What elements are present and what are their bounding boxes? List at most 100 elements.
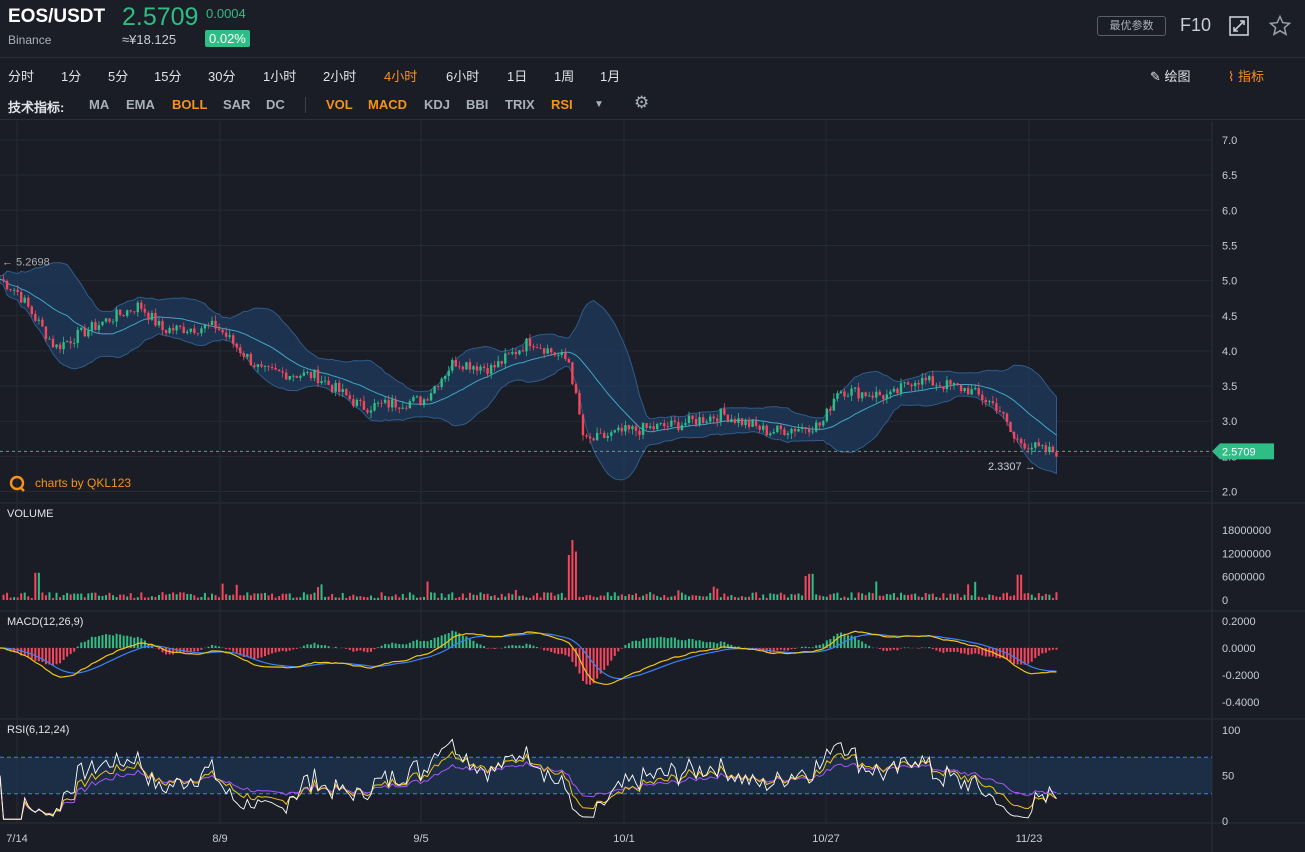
macd-histogram-bar (702, 641, 705, 648)
macd-histogram-bar (362, 648, 365, 652)
optimal-params-button[interactable]: 最优参数 (1097, 16, 1166, 36)
macd-histogram-bar (507, 645, 510, 648)
volume-bar (55, 592, 58, 600)
indicator-ema[interactable]: EMA (126, 97, 155, 112)
volume-bar (242, 595, 245, 600)
volume-bar (41, 592, 44, 600)
volume-bar (394, 594, 397, 600)
candle-body (334, 382, 337, 392)
timeframe-6[interactable]: 1小时 (263, 69, 297, 84)
candle-body (638, 430, 641, 435)
macd-histogram-bar (613, 648, 616, 656)
macd-histogram-bar (663, 637, 666, 648)
indicator-boll[interactable]: BOLL (172, 97, 208, 112)
candle-body (366, 409, 369, 413)
volume-bar (317, 587, 319, 600)
macd-histogram-bar (550, 648, 553, 652)
macd-histogram-bar (656, 637, 659, 648)
timeframe-12[interactable]: 1月 (600, 69, 621, 84)
volume-bar (596, 597, 599, 600)
macd-histogram-bar (733, 646, 736, 648)
change-percent-badge: 0.02% (205, 30, 250, 47)
x-tick-label: 10/27 (812, 833, 840, 845)
timeframe-10[interactable]: 1日 (507, 69, 528, 84)
indicator-macd[interactable]: MACD (368, 97, 407, 112)
macd-histogram-bar (977, 648, 980, 655)
volume-bar (762, 594, 765, 600)
volume-bar (765, 597, 768, 600)
macd-histogram-bar (80, 642, 83, 648)
candle-body (945, 380, 949, 390)
candle-body (659, 423, 662, 425)
volume-bar (196, 597, 199, 600)
indicator-trix[interactable]: TRIX (505, 97, 535, 112)
candle-body (949, 380, 952, 385)
volume-bar (536, 593, 539, 600)
volume-bar (518, 595, 521, 600)
candle-body (712, 416, 715, 419)
volume-bar (373, 598, 376, 600)
volume-bar (956, 593, 959, 600)
timeframe-3[interactable]: 5分 (108, 69, 129, 84)
volume-bar (1051, 597, 1054, 600)
star-icon[interactable] (1268, 14, 1292, 38)
volume-bars (2, 539, 1058, 600)
f10-button[interactable]: F10 (1180, 15, 1212, 35)
candle-body (670, 420, 673, 427)
indicator-kdj[interactable]: KDJ (424, 97, 451, 112)
candle-body (800, 427, 804, 430)
candle-body (740, 418, 744, 426)
timeframe-1[interactable]: 分时 (8, 69, 35, 84)
indicators-button[interactable]: ⌇ 指标 (1228, 66, 1264, 85)
timeframe-4[interactable]: 15分 (154, 69, 182, 84)
more-dropdown-icon[interactable]: ▼ (594, 99, 604, 110)
indicator-vol[interactable]: VOL (326, 97, 353, 112)
timeframe-11[interactable]: 1周 (554, 69, 575, 84)
candle-body (1002, 411, 1005, 414)
timeframe-2[interactable]: 1分 (61, 69, 82, 84)
macd-histogram-bar (854, 636, 857, 648)
candle-body (267, 366, 270, 368)
candle-body (723, 408, 726, 415)
volume-bar (27, 596, 30, 600)
candle-body (196, 332, 200, 334)
indicator-bbi[interactable]: BBI (466, 97, 489, 112)
macd-histogram-bar (359, 648, 362, 651)
price-chart[interactable]: 7/14 8/9 9/5 10/1 10/27 11/23 7.0 6.5 6.0 5.5 5.0 4… (0, 121, 1305, 852)
indicator-ma[interactable]: MA (89, 97, 110, 112)
candle-body (892, 388, 896, 392)
volume-bar (334, 597, 337, 600)
volume-bar (430, 592, 433, 600)
volume-bar (168, 593, 171, 600)
candle-body (1027, 448, 1030, 450)
candle-body (1041, 445, 1044, 447)
candle-body (977, 388, 980, 395)
timeframe-5[interactable]: 30分 (208, 69, 236, 84)
candle-body (48, 338, 51, 340)
expand-icon[interactable] (1228, 15, 1250, 37)
draw-tool-button[interactable]: ✎ 绘图 (1150, 66, 1191, 85)
timeframe-9[interactable]: 6小时 (446, 69, 480, 84)
gear-icon[interactable]: ⚙ (634, 93, 650, 112)
macd-histogram-bar (808, 647, 811, 648)
candle-body (376, 402, 380, 404)
indicator-rsi[interactable]: RSI (551, 97, 573, 112)
macd-histogram-bar (186, 648, 189, 653)
volume-bar (521, 595, 524, 600)
timeframe-7[interactable]: 2小时 (323, 69, 357, 84)
timeframe-8[interactable]: 4小时 (384, 69, 418, 84)
macd-histogram-bar (1013, 648, 1016, 665)
volume-bar (818, 595, 821, 600)
macd-histogram-bar (698, 640, 701, 648)
candle-body (620, 427, 624, 432)
macd-histogram-bar (589, 648, 592, 685)
macd-histogram-bar (659, 636, 662, 648)
candle-body (825, 408, 828, 422)
indicator-dc[interactable]: DC (266, 97, 285, 112)
indicator-sar[interactable]: SAR (223, 97, 251, 112)
volume-bar (719, 597, 722, 600)
volume-bar (606, 592, 609, 600)
macd-histogram-bar (716, 643, 719, 648)
bollinger-band (0, 262, 1057, 481)
macd-histogram-bar (815, 645, 818, 648)
